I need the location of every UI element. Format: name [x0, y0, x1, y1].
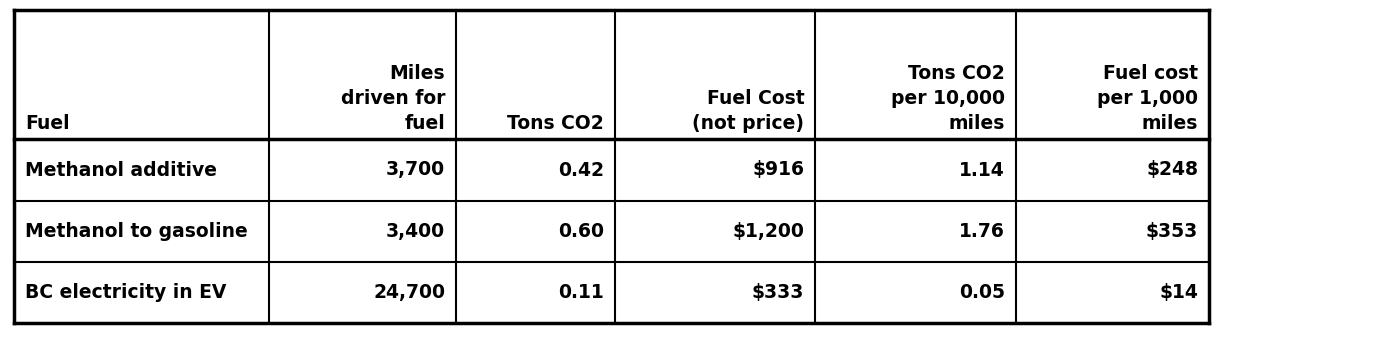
Text: 3,400: 3,400	[386, 222, 445, 241]
Text: 0.05: 0.05	[959, 283, 1005, 302]
Text: 24,700: 24,700	[373, 283, 445, 302]
Text: Tons CO2: Tons CO2	[507, 114, 604, 133]
Text: BC electricity in EV: BC electricity in EV	[25, 283, 227, 302]
Text: Methanol additive: Methanol additive	[25, 160, 217, 180]
Text: Fuel: Fuel	[25, 114, 69, 133]
Text: 0.11: 0.11	[558, 283, 604, 302]
Text: $248: $248	[1146, 160, 1198, 180]
Text: 1.76: 1.76	[959, 222, 1005, 241]
Text: Miles
driven for
fuel: Miles driven for fuel	[340, 64, 445, 133]
Text: Fuel Cost
(not price): Fuel Cost (not price)	[692, 89, 804, 133]
Text: $353: $353	[1146, 222, 1198, 241]
Text: Fuel cost
per 1,000
miles: Fuel cost per 1,000 miles	[1097, 64, 1198, 133]
Text: 0.42: 0.42	[558, 160, 604, 180]
Text: 0.60: 0.60	[558, 222, 604, 241]
Bar	[14, 10, 1209, 323]
Text: 3,700: 3,700	[386, 160, 445, 180]
Text: $333: $333	[752, 283, 804, 302]
Text: 1.14: 1.14	[959, 160, 1005, 180]
Text: Tons CO2
per 10,000
miles: Tons CO2 per 10,000 miles	[891, 64, 1005, 133]
Text: $14: $14	[1159, 283, 1198, 302]
Text: Methanol to gasoline: Methanol to gasoline	[25, 222, 247, 241]
Text: $916: $916	[752, 160, 804, 180]
Text: $1,200: $1,200	[732, 222, 804, 241]
